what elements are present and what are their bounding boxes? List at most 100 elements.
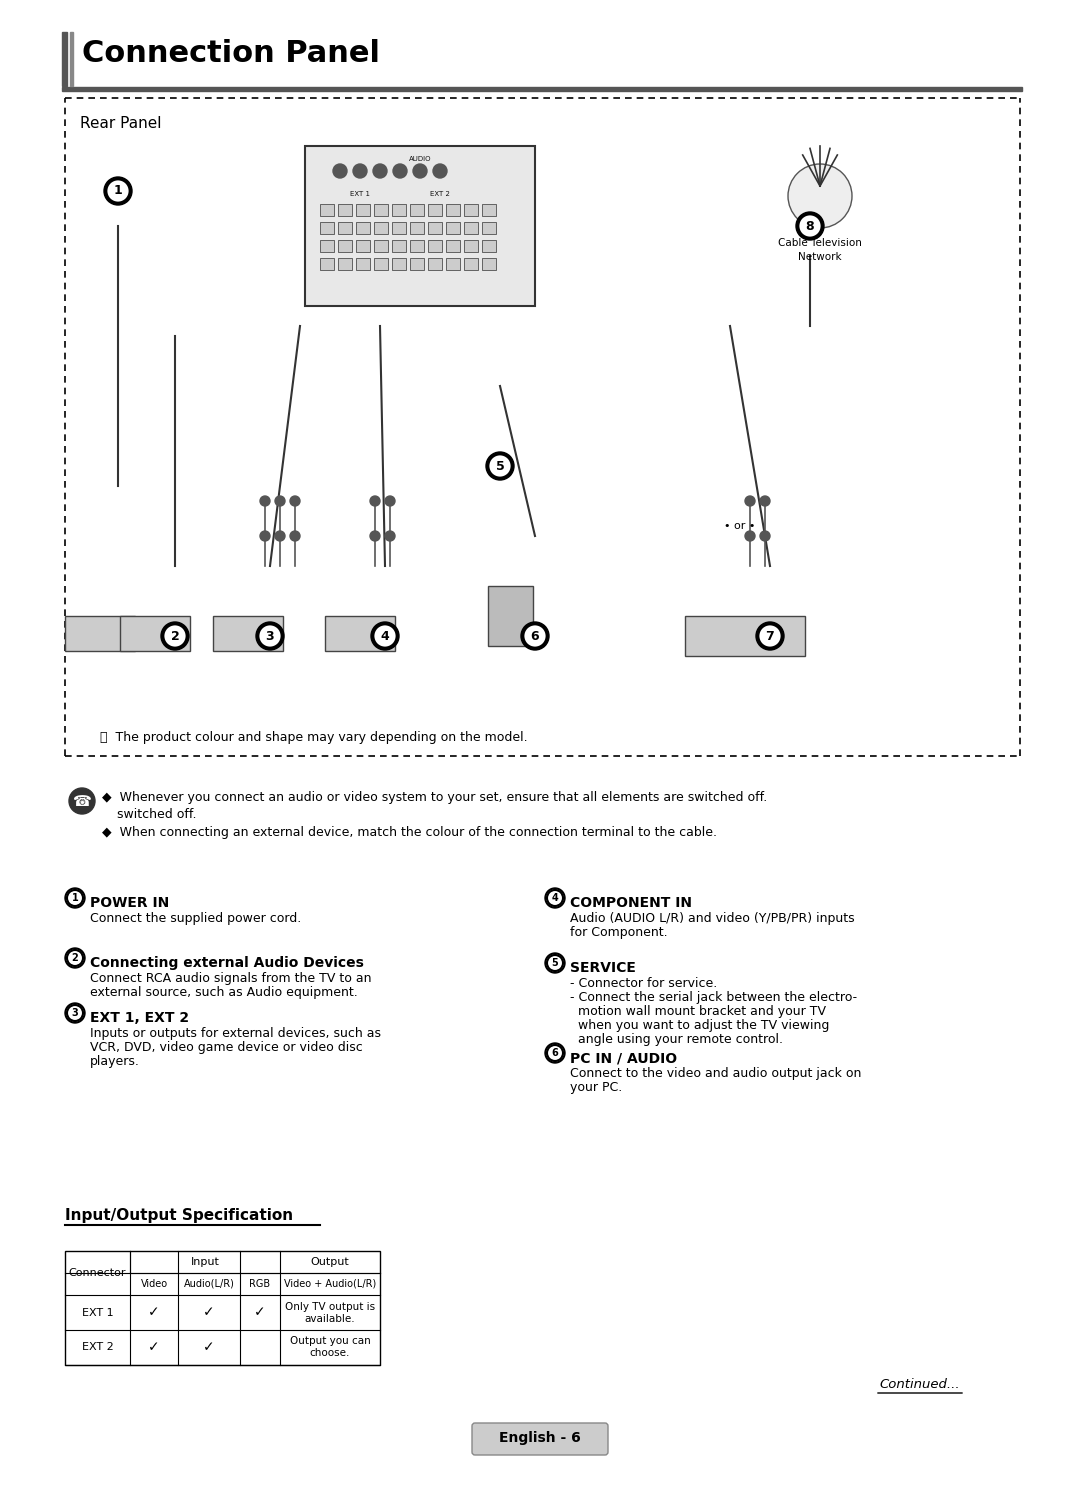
- Text: Input: Input: [190, 1257, 219, 1268]
- Bar: [464, 241, 478, 253]
- Bar: [392, 204, 406, 215]
- Text: EXT 2: EXT 2: [430, 192, 450, 198]
- Text: POWER IN: POWER IN: [90, 896, 170, 909]
- Bar: [428, 204, 442, 215]
- Circle shape: [756, 623, 784, 649]
- Bar: [320, 221, 334, 233]
- Circle shape: [546, 890, 563, 906]
- Circle shape: [65, 889, 85, 908]
- Bar: [320, 241, 334, 253]
- Bar: [338, 204, 352, 215]
- Text: Connecting external Audio Devices: Connecting external Audio Devices: [90, 955, 364, 970]
- Text: Cable Television: Cable Television: [778, 238, 862, 248]
- Bar: [65, 617, 135, 651]
- Circle shape: [275, 531, 285, 541]
- Bar: [428, 221, 442, 233]
- Bar: [356, 259, 370, 270]
- Text: Input/Output Specification: Input/Output Specification: [65, 1208, 293, 1223]
- Circle shape: [393, 163, 407, 178]
- Bar: [464, 221, 478, 233]
- Text: ✓: ✓: [148, 1340, 160, 1355]
- Circle shape: [69, 788, 95, 814]
- Bar: [410, 221, 424, 233]
- Text: - Connect the serial jack between the electro-: - Connect the serial jack between the el…: [570, 991, 858, 1005]
- Text: 5: 5: [496, 459, 504, 473]
- Bar: [325, 617, 395, 651]
- Bar: [482, 221, 496, 233]
- Bar: [70, 33, 73, 86]
- Text: 2: 2: [171, 630, 179, 642]
- Circle shape: [546, 1045, 563, 1061]
- Bar: [446, 204, 460, 215]
- Circle shape: [333, 163, 347, 178]
- Bar: [320, 259, 334, 270]
- Circle shape: [760, 496, 770, 507]
- Bar: [356, 221, 370, 233]
- Circle shape: [65, 948, 85, 967]
- Text: 6: 6: [552, 1048, 558, 1058]
- Text: Connector: Connector: [69, 1268, 126, 1278]
- Circle shape: [291, 496, 300, 507]
- Text: ✓: ✓: [254, 1306, 266, 1320]
- Bar: [410, 204, 424, 215]
- Bar: [65, 1251, 380, 1366]
- Text: Continued...: Continued...: [880, 1378, 960, 1391]
- Circle shape: [486, 452, 514, 480]
- Text: ✓: ✓: [203, 1340, 215, 1355]
- Text: ◆  When connecting an external device, match the colour of the connection termin: ◆ When connecting an external device, ma…: [102, 826, 717, 840]
- Text: 6: 6: [530, 630, 539, 642]
- Text: Output: Output: [311, 1257, 349, 1268]
- Circle shape: [384, 496, 395, 507]
- Circle shape: [758, 624, 782, 648]
- Text: ✓: ✓: [203, 1306, 215, 1320]
- Bar: [213, 617, 283, 651]
- Text: 3: 3: [266, 630, 274, 642]
- Circle shape: [796, 212, 824, 241]
- Circle shape: [372, 623, 399, 649]
- Text: Video + Audio(L/R): Video + Audio(L/R): [284, 1279, 376, 1288]
- Circle shape: [546, 955, 563, 970]
- Circle shape: [67, 950, 83, 966]
- Circle shape: [413, 163, 427, 178]
- Text: for Component.: for Component.: [570, 926, 667, 939]
- Text: RGB: RGB: [249, 1279, 271, 1288]
- Bar: [488, 585, 534, 646]
- Bar: [446, 241, 460, 253]
- Circle shape: [373, 163, 387, 178]
- Circle shape: [256, 623, 284, 649]
- Bar: [62, 88, 1022, 91]
- Text: when you want to adjust the TV viewing: when you want to adjust the TV viewing: [570, 1019, 829, 1031]
- Text: your PC.: your PC.: [570, 1080, 622, 1094]
- Text: VCR, DVD, video game device or video disc: VCR, DVD, video game device or video dis…: [90, 1042, 363, 1054]
- Text: Only TV output is: Only TV output is: [285, 1302, 375, 1312]
- Bar: [392, 221, 406, 233]
- Bar: [392, 259, 406, 270]
- Bar: [392, 241, 406, 253]
- Bar: [374, 221, 388, 233]
- Text: Network: Network: [798, 253, 841, 262]
- Circle shape: [745, 496, 755, 507]
- Circle shape: [523, 624, 546, 648]
- Bar: [464, 204, 478, 215]
- Circle shape: [67, 1005, 83, 1021]
- Text: 1: 1: [113, 184, 122, 198]
- Text: Inputs or outputs for external devices, such as: Inputs or outputs for external devices, …: [90, 1027, 381, 1040]
- Circle shape: [433, 163, 447, 178]
- Text: 7: 7: [766, 630, 774, 642]
- Text: Connect to the video and audio output jack on: Connect to the video and audio output ja…: [570, 1067, 862, 1080]
- Circle shape: [788, 163, 852, 227]
- Bar: [374, 259, 388, 270]
- Text: PC IN / AUDIO: PC IN / AUDIO: [570, 1051, 677, 1065]
- Circle shape: [275, 496, 285, 507]
- Circle shape: [545, 953, 565, 973]
- Text: SERVICE: SERVICE: [570, 961, 636, 975]
- Text: Connect RCA audio signals from the TV to an: Connect RCA audio signals from the TV to…: [90, 972, 372, 985]
- Bar: [338, 259, 352, 270]
- FancyBboxPatch shape: [472, 1424, 608, 1455]
- Circle shape: [373, 624, 397, 648]
- Text: COMPONENT IN: COMPONENT IN: [570, 896, 692, 909]
- Bar: [120, 617, 190, 651]
- Text: • or •: • or •: [725, 522, 756, 531]
- Circle shape: [291, 531, 300, 541]
- Text: EXT 2: EXT 2: [82, 1342, 113, 1352]
